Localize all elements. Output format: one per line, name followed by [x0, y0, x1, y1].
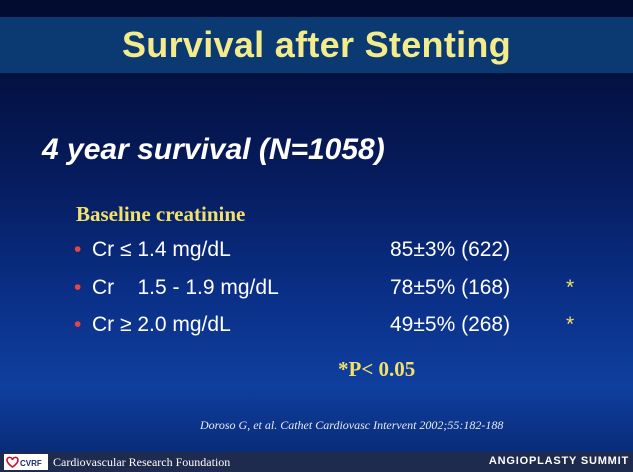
- p-value-note: *P< 0.05: [338, 357, 416, 381]
- bullet-icon: •: [74, 276, 82, 299]
- title-bar: Survival after Stenting: [0, 17, 633, 73]
- row-value: 85±3% (622): [390, 238, 511, 261]
- significance-marker: *: [566, 276, 575, 299]
- row-label: Cr 1.5 - 1.9 mg/dL: [92, 276, 279, 299]
- row-label: Cr ≥ 2.0 mg/dL: [92, 313, 231, 336]
- section-heading: Baseline creatinine: [76, 202, 246, 226]
- survival-row: • Cr 1.5 - 1.9 mg/dL 78±5% (168) *: [74, 276, 594, 306]
- row-label: Cr ≤ 1.4 mg/dL: [92, 238, 231, 261]
- foundation-name: Cardiovascular Research Foundation: [53, 455, 231, 469]
- slide-subtitle: 4 year survival (N=1058): [42, 133, 385, 166]
- row-value: 78±5% (168): [390, 276, 511, 299]
- footer-bar: CVRF Cardiovascular Research Foundation …: [0, 452, 633, 472]
- bullet-icon: •: [74, 313, 82, 336]
- svg-text:CVRF: CVRF: [20, 459, 42, 468]
- row-value: 49±5% (268): [390, 313, 511, 336]
- citation: Doroso G, et al. Cathet Cardiovasc Inter…: [200, 418, 504, 432]
- cvrf-logo-icon: CVRF: [4, 454, 48, 470]
- slide-title: Survival after Stenting: [122, 24, 511, 65]
- survival-row: • Cr ≤ 1.4 mg/dL 85±3% (622): [74, 238, 594, 268]
- survival-row: • Cr ≥ 2.0 mg/dL 49±5% (268) *: [74, 313, 594, 343]
- significance-marker: *: [566, 313, 575, 336]
- summit-name: ANGIOPLASTY SUMMIT: [488, 455, 629, 467]
- bullet-icon: •: [74, 238, 82, 261]
